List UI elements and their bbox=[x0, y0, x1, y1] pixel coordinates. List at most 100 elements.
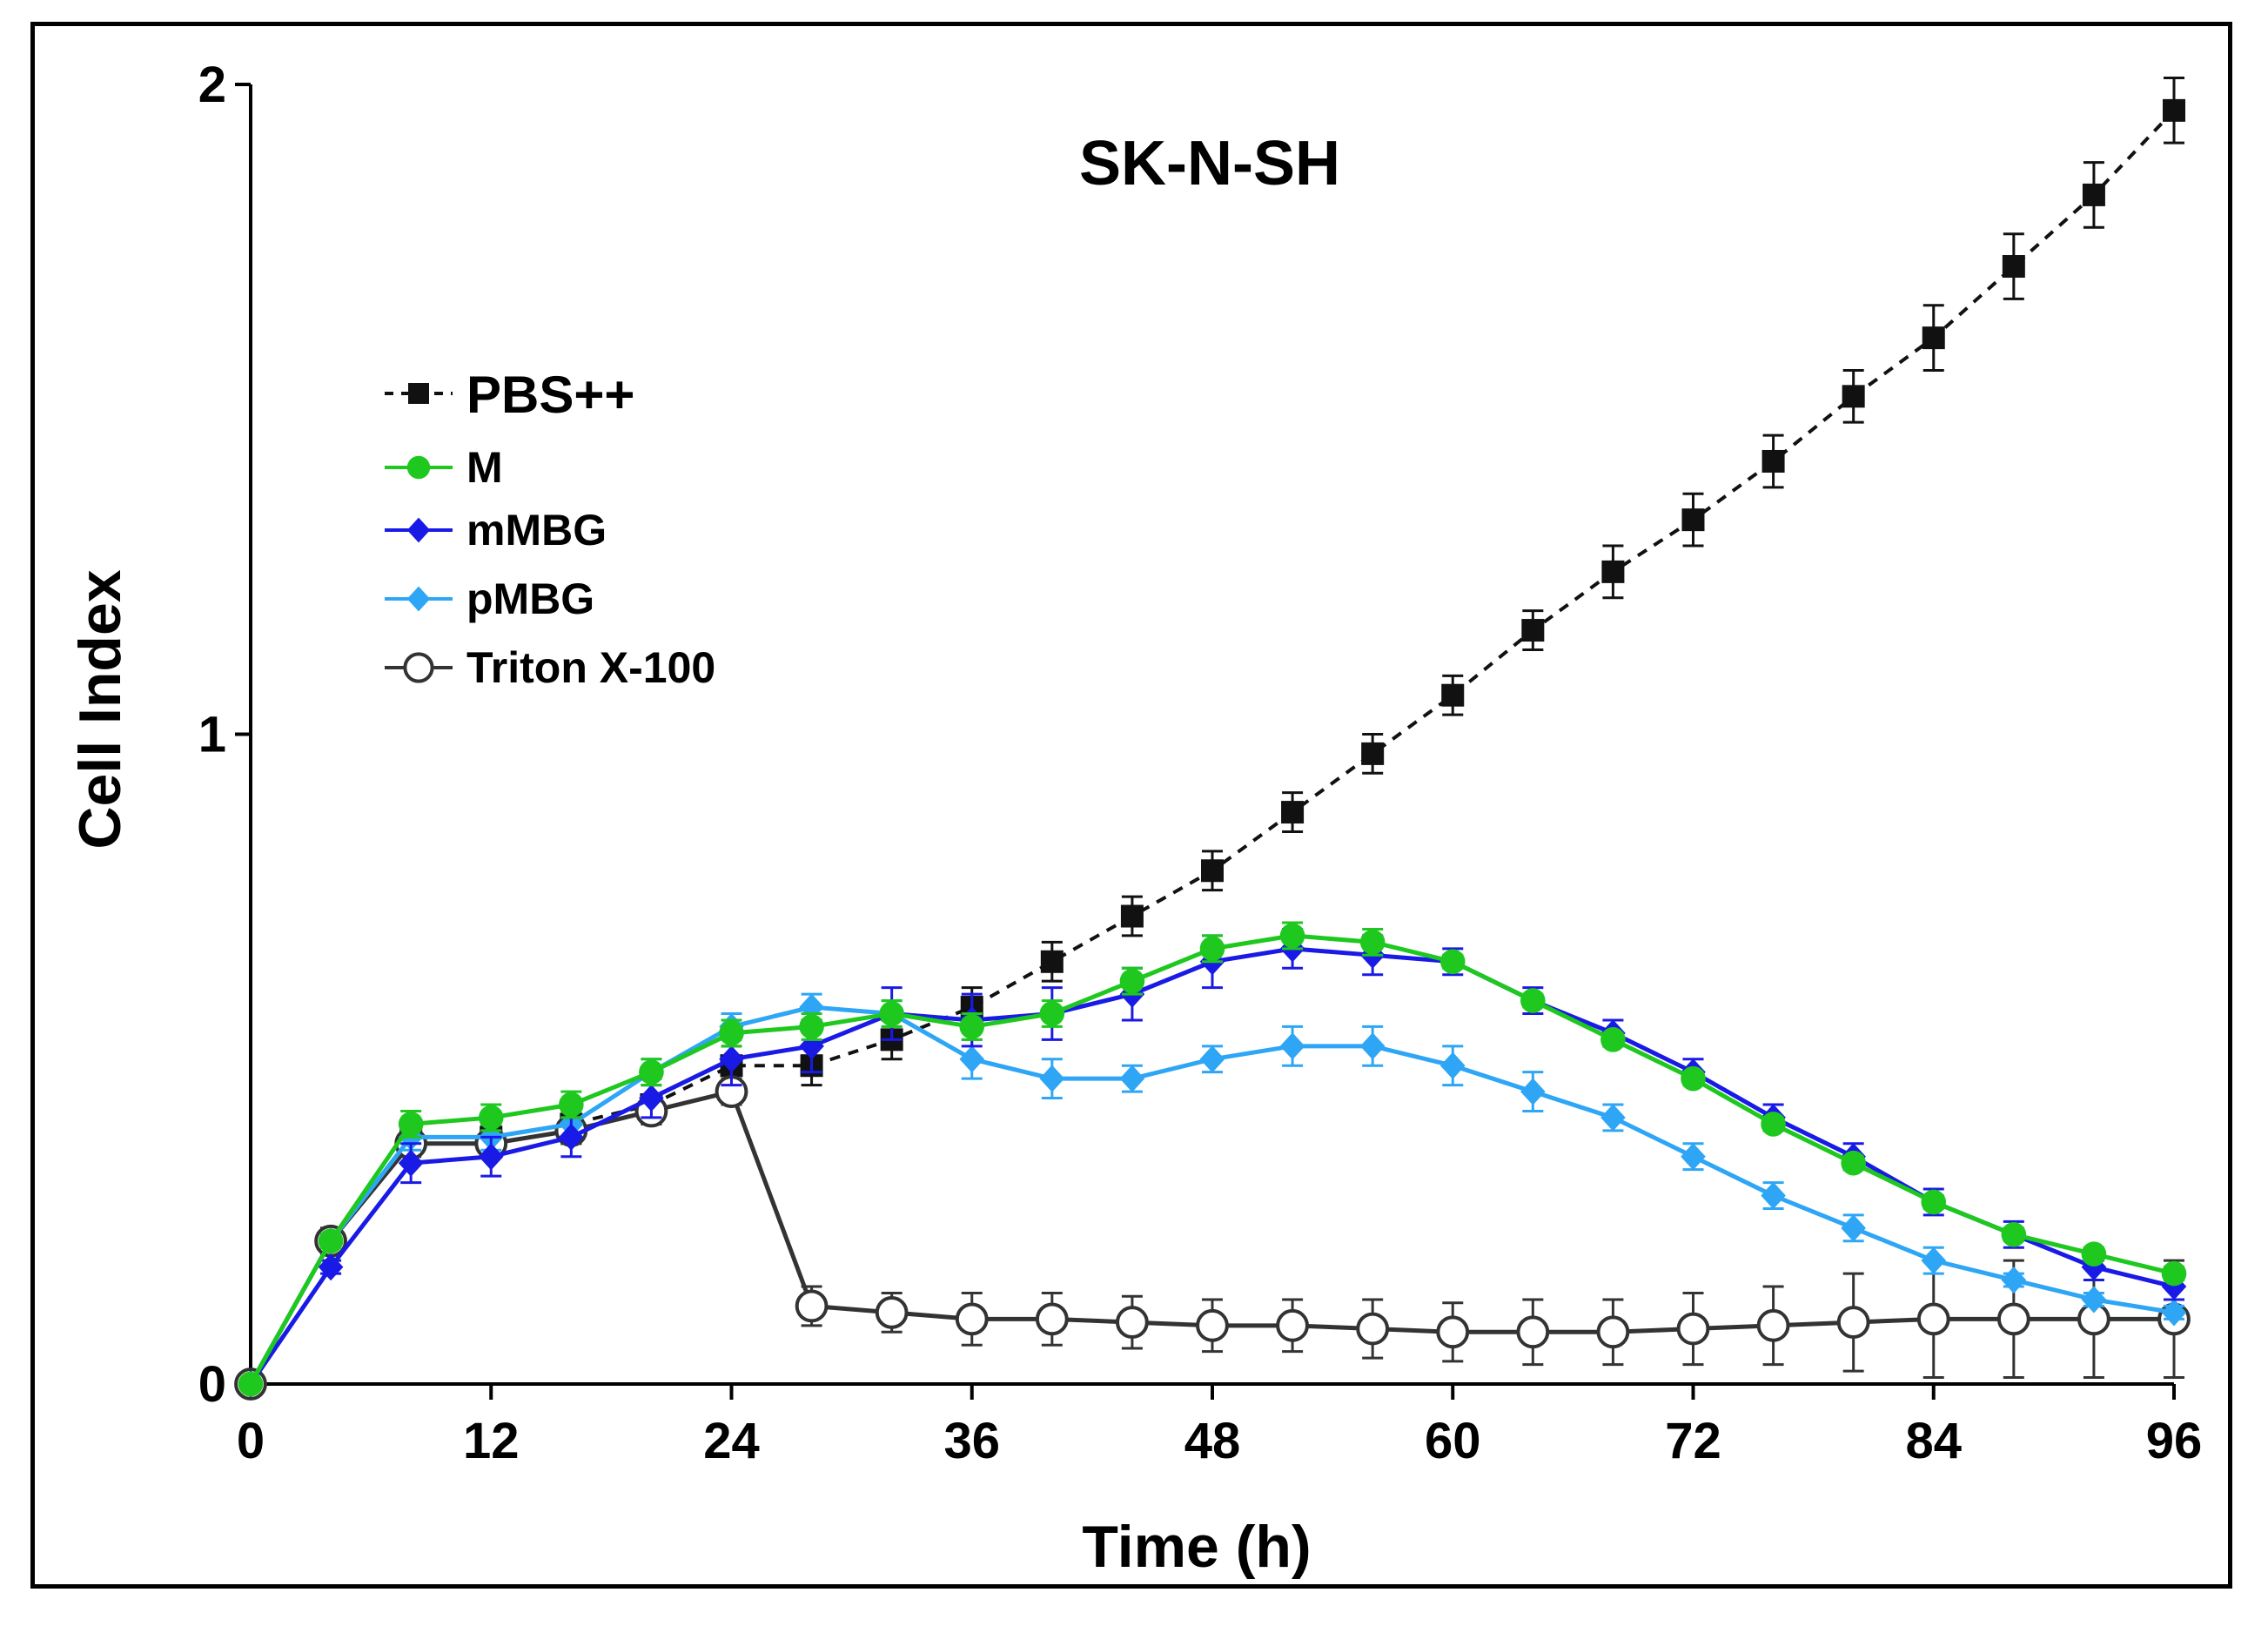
data-point bbox=[2082, 183, 2105, 206]
y-tick-label: 1 bbox=[198, 707, 226, 763]
data-point bbox=[238, 1371, 264, 1397]
series-line bbox=[249, 109, 2176, 1385]
data-point bbox=[959, 1014, 985, 1039]
data-point bbox=[2001, 1222, 2027, 1247]
data-point bbox=[318, 1228, 344, 1254]
legend-marker bbox=[406, 455, 431, 480]
data-point bbox=[1441, 683, 1465, 707]
x-tick-label: 84 bbox=[1905, 1413, 1962, 1469]
data-point bbox=[1761, 1181, 1786, 1210]
data-point bbox=[1279, 923, 1305, 949]
data-point bbox=[1836, 1306, 1870, 1339]
data-point bbox=[1119, 968, 1145, 994]
data-point bbox=[719, 1020, 744, 1046]
data-point bbox=[1359, 930, 1386, 955]
data-point bbox=[478, 1143, 504, 1171]
x-axis-title: Time (h) bbox=[1082, 1514, 1311, 1580]
data-point bbox=[2001, 1266, 2027, 1294]
data-point bbox=[795, 1289, 829, 1323]
data-point bbox=[1359, 1032, 1386, 1060]
data-point bbox=[1439, 949, 1466, 975]
data-point bbox=[1681, 1143, 1706, 1171]
data-point bbox=[799, 1014, 824, 1039]
data-point bbox=[1040, 950, 1064, 973]
data-point bbox=[2161, 1260, 2187, 1287]
data-point bbox=[1520, 988, 1546, 1013]
y-tick-label: 0 bbox=[198, 1356, 226, 1413]
chart-title: SK-N-SH bbox=[1079, 129, 1340, 198]
data-point bbox=[1516, 1315, 1550, 1349]
data-point bbox=[1436, 1315, 1470, 1349]
data-point bbox=[1035, 1302, 1069, 1336]
data-point bbox=[1681, 508, 1705, 532]
legend-label: PBS++ bbox=[466, 366, 634, 424]
data-point bbox=[1921, 1189, 1947, 1215]
x-tick-label: 72 bbox=[1665, 1413, 1721, 1469]
data-point bbox=[1841, 1214, 1866, 1242]
data-point bbox=[2002, 255, 2025, 279]
data-point bbox=[559, 1092, 584, 1118]
data-point bbox=[639, 1059, 664, 1085]
x-tick-label: 0 bbox=[237, 1413, 265, 1469]
data-point bbox=[398, 1112, 424, 1137]
x-tick-label: 60 bbox=[1425, 1413, 1481, 1469]
data-point bbox=[1281, 801, 1305, 824]
data-point bbox=[2081, 1286, 2107, 1314]
data-point bbox=[1119, 1065, 1145, 1092]
data-point bbox=[1039, 1001, 1065, 1026]
series-m bbox=[238, 921, 2187, 1397]
data-point bbox=[719, 1045, 744, 1073]
data-point bbox=[1676, 1312, 1710, 1346]
data-point bbox=[875, 1295, 909, 1329]
series-triton-x-100 bbox=[234, 1075, 2191, 1401]
data-point bbox=[2081, 1241, 2107, 1267]
data-point bbox=[1116, 1306, 1149, 1339]
data-point bbox=[1361, 742, 1385, 765]
data-point bbox=[1922, 326, 1945, 350]
data-point bbox=[1761, 1112, 1786, 1137]
data-point bbox=[1356, 1312, 1390, 1346]
data-point bbox=[1199, 936, 1225, 962]
data-point bbox=[879, 1001, 904, 1026]
data-point bbox=[1916, 1302, 1950, 1336]
x-tick-label: 36 bbox=[943, 1413, 1000, 1469]
x-tick-label: 12 bbox=[463, 1413, 520, 1469]
data-point bbox=[1601, 560, 1625, 583]
axes bbox=[235, 83, 2176, 1400]
data-point bbox=[2163, 98, 2185, 122]
legend-entry: mMBG bbox=[385, 506, 607, 554]
data-point bbox=[1439, 1052, 1466, 1079]
legend-marker bbox=[406, 586, 431, 612]
x-tick-label: 24 bbox=[703, 1413, 760, 1469]
data-point bbox=[1756, 1308, 1790, 1342]
data-point bbox=[1039, 1065, 1065, 1092]
data-point bbox=[1600, 1104, 1626, 1132]
figure-frame bbox=[30, 22, 2232, 1589]
data-point bbox=[559, 1123, 584, 1151]
legend-label: M bbox=[466, 443, 503, 492]
data-point bbox=[1120, 904, 1144, 928]
data-point bbox=[478, 1105, 504, 1131]
data-point bbox=[318, 1253, 344, 1281]
series-pbs- bbox=[239, 77, 2185, 1395]
data-point bbox=[2161, 1299, 2187, 1327]
legend-marker bbox=[403, 652, 434, 683]
data-point bbox=[1279, 1032, 1305, 1060]
data-point bbox=[1521, 619, 1545, 642]
data-point bbox=[1681, 1065, 1706, 1092]
data-point bbox=[1761, 449, 1785, 473]
x-tick-label: 48 bbox=[1184, 1413, 1241, 1469]
data-point bbox=[1842, 385, 1865, 408]
x-tick-label: 96 bbox=[2146, 1413, 2203, 1469]
data-point bbox=[398, 1149, 424, 1177]
data-point bbox=[1996, 1302, 2030, 1336]
legend-entry: M bbox=[385, 443, 503, 492]
legend-label: pMBG bbox=[466, 574, 594, 623]
legend-marker bbox=[408, 383, 429, 404]
legend-entry: pMBG bbox=[385, 574, 594, 623]
data-point bbox=[955, 1302, 989, 1336]
data-point bbox=[1276, 1308, 1309, 1342]
data-point bbox=[1196, 1308, 1229, 1342]
